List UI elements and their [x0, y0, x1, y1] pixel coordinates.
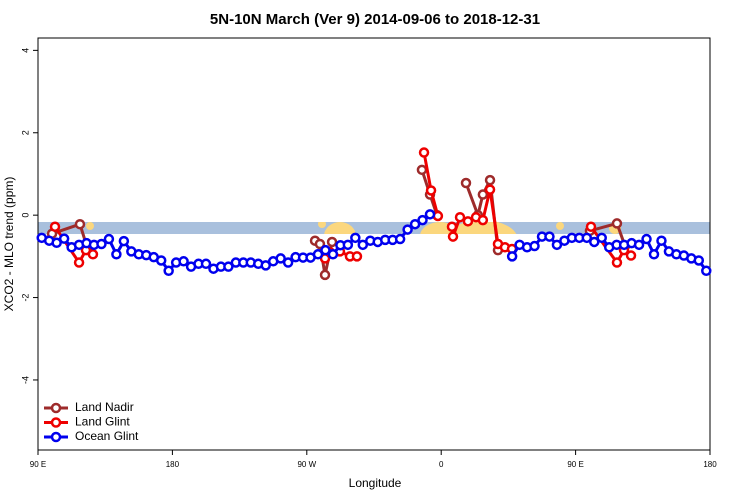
data-point	[418, 147, 430, 158]
data-point	[589, 236, 600, 248]
data-point	[155, 255, 167, 266]
data-point	[424, 209, 436, 220]
data-point	[402, 224, 413, 235]
data-point	[460, 177, 472, 189]
data-point	[223, 261, 234, 272]
data-point	[74, 218, 86, 230]
data-point	[327, 249, 339, 260]
data-point	[529, 240, 540, 252]
data-point	[425, 185, 437, 196]
data-point	[477, 189, 489, 200]
data-point	[611, 257, 623, 268]
data-point	[446, 221, 458, 232]
data-point	[462, 216, 474, 227]
data-point	[648, 249, 660, 260]
data-point	[656, 235, 667, 246]
y-axis-label: XCO2 - MLO trend (ppm)	[2, 177, 16, 312]
data-point	[350, 232, 361, 244]
y-tick-label: -4	[20, 376, 30, 384]
data-point	[351, 251, 363, 262]
y-tick-label: 0	[20, 213, 30, 218]
plot-frame	[37, 37, 711, 451]
legend-marker	[50, 402, 62, 414]
data-point	[357, 239, 369, 251]
legend-marker	[50, 431, 62, 443]
data-point	[625, 250, 637, 261]
legend-label: Land Nadir	[75, 400, 134, 414]
data-point	[394, 233, 406, 245]
data-point	[596, 232, 607, 244]
data-point	[320, 244, 331, 256]
y-tick-label: 4	[20, 48, 30, 53]
data-point	[326, 236, 338, 248]
data-point	[111, 249, 122, 260]
data-point	[417, 214, 428, 226]
data-point	[200, 258, 212, 270]
data-point	[551, 239, 563, 251]
x-tick-label: 90 E	[567, 460, 583, 469]
x-axis-label: Longitude	[349, 476, 402, 490]
data-point	[506, 251, 518, 262]
data-point	[87, 249, 99, 260]
x-tick-label: 180	[703, 460, 717, 469]
x-tick-label: 0	[439, 460, 444, 469]
data-point	[477, 214, 489, 226]
data-point	[633, 239, 645, 251]
data-point	[342, 239, 354, 251]
legend-label: Ocean Glint	[75, 429, 139, 443]
data-point	[118, 235, 130, 247]
data-point	[96, 238, 107, 250]
data-point	[454, 211, 466, 223]
data-point	[314, 238, 326, 250]
data-point	[641, 233, 652, 245]
data-point	[275, 253, 286, 264]
data-point	[409, 218, 421, 230]
data-point	[319, 269, 331, 281]
data-point	[581, 232, 593, 244]
data-point	[163, 265, 174, 277]
data-point	[701, 265, 712, 277]
x-tick-label: 180	[166, 460, 180, 469]
data-point	[103, 233, 115, 245]
data-point	[611, 218, 623, 229]
data-point	[484, 184, 496, 195]
data-point	[544, 231, 555, 242]
data-point	[416, 164, 428, 176]
data-point	[312, 249, 324, 260]
legend-label: Land Glint	[75, 415, 130, 429]
ocean-band	[38, 222, 710, 234]
data-point	[178, 256, 189, 267]
chart-title: 5N-10N March (Ver 9) 2014-09-06 to 2018-…	[210, 11, 540, 28]
data-point	[49, 221, 61, 232]
y-tick-label: -2	[20, 294, 30, 302]
data-point	[73, 257, 85, 268]
data-point	[282, 257, 294, 268]
data-point	[58, 233, 70, 244]
data-point	[693, 255, 705, 266]
data-point	[260, 260, 271, 271]
x-tick-label: 90 E	[30, 460, 46, 469]
data-point	[484, 174, 496, 186]
x-tick-label: 90 W	[297, 460, 316, 469]
data-point	[447, 231, 459, 242]
y-tick-label: 2	[20, 130, 30, 135]
legend-marker	[50, 417, 62, 428]
data-point	[51, 237, 62, 249]
data-point	[585, 221, 597, 232]
